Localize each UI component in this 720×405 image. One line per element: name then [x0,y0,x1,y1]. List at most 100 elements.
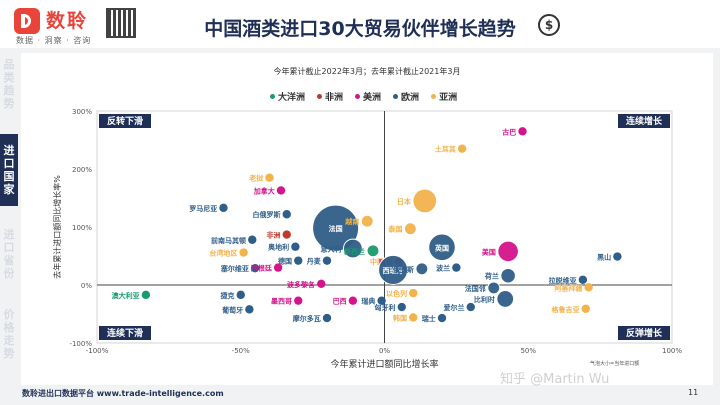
point-label: 泰国 [387,225,402,234]
point-label: 古巴 [502,127,516,136]
point-label: 法国 [329,224,343,233]
point-label: 丹麦 [306,257,322,266]
header-bar: 数聆 数据 · 洞察 · 咨询 中国酒类进口30大贸易伙伴增长趋势 $ [0,0,720,48]
point-土耳其 [457,144,467,153]
point-label: 非洲 [267,231,281,240]
point-label: 罗马尼亚 [189,204,217,213]
point-日本 [412,188,438,214]
point-label: 新西兰 [344,247,365,256]
point-奥地利 [291,242,300,251]
point-比利时 [496,290,515,308]
point-老挝 [265,173,274,182]
point-爱尔兰 [466,302,475,312]
point-波多黎各 [317,279,326,289]
brand-name: 数聆 [46,10,89,32]
legend-swatch [317,94,323,99]
point-label: 韩国 [393,313,407,322]
page-number: 11 [688,388,699,397]
point-label: 波兰 [436,264,450,273]
legend-label: 亚洲 [439,93,458,103]
point-阿根廷 [273,263,283,272]
point-新西兰 [366,244,380,258]
point-丹麦 [322,256,332,265]
point-label: 美国 [482,247,496,256]
y-tick-label: 100% [72,224,92,232]
quadrant-label-top-left: 反转下滑 [107,115,143,127]
point-前南马其顿 [248,235,257,244]
point-荷兰 [500,267,516,284]
point-韩国 [409,313,418,322]
y-tick-label: 200% [72,166,92,174]
nav-item-import-province[interactable]: 进口省份 [3,228,15,280]
point-label: 匈牙利 [374,303,396,312]
quadrant-label-bottom-left: 连续下滑 [107,327,143,339]
point-label: 塞尔维亚 [221,264,249,273]
point-台湾地区 [239,248,248,257]
quadrant-label-top-right: 连续增长 [626,115,663,127]
point-label: 奥地利 [268,243,289,252]
legend-label: 大洋洲 [278,93,306,103]
point-label: 老挝 [248,174,264,183]
point-label: 格鲁吉亚 [552,305,580,314]
side-nav: 品类趋势 进口国家 进口省份 价格走势 [0,58,18,388]
point-瑞典 [377,296,386,305]
point-label: 阿根廷 [251,264,273,273]
quadrant-label-bg [99,326,151,340]
bubble-size-note: 气泡大小=当年进口额 [590,361,640,367]
point-label: 瑞典 [361,297,375,306]
footer-platform[interactable]: 数聆进出口数据平台 www.trade-intelligence.com [22,389,224,398]
point-label: 拉脱维亚 [549,276,577,285]
page-title: 中国酒类进口30大贸易伙伴增长趋势 [204,18,516,40]
point-label: 意大利 [320,244,341,253]
point-匈牙利 [397,302,406,312]
data-points: 古巴土耳其日本 老挝加拿大罗马尼亚白俄罗斯法国越南泰国非洲前南马其顿奥地利 意大利新… [112,127,622,323]
legend-swatch [270,94,275,99]
watermark: 知乎 @Martin Wu [500,372,610,387]
point-label: 台湾地区 [209,249,237,258]
point-意大利 [342,238,363,259]
point-label: 墨西哥 [271,297,292,306]
chart-legend: 大洋洲 非洲 美洲 欧洲 亚洲 [270,90,457,103]
point-label: 英国 [434,243,449,252]
point-古巴 [518,127,527,136]
trade-icon: $ [538,14,560,36]
point-label: 摩尔多瓦 [292,314,321,323]
point-label: 以色列 [386,289,407,298]
point-label: 越南 [344,217,359,226]
point-越南 [360,214,374,228]
qr-code-icon [106,8,136,38]
point-泰国 [403,222,417,236]
legend-swatch [393,94,399,99]
nav-item-price-trend[interactable]: 价格走势 [3,308,15,360]
point-label: 比利时 [474,295,495,304]
brand-tagline: 数据 · 洞察 · 咨询 [16,36,92,45]
x-tick-label: -50% [232,347,250,355]
nav-item-import-country[interactable]: 进口国家 [0,134,18,206]
point-罗马尼亚 [219,203,228,213]
nav-item-category-trend[interactable]: 品类趋势 [3,58,15,110]
point-label: 爱尔兰 [444,303,465,312]
point-加拿大 [276,186,286,195]
plot-axes: -100% -50% 0% 50% 100% -100% 0% 100% 200% 300% 今年累… [52,108,682,370]
point-label: 日本 [397,197,411,206]
point-label: 波多黎各 [287,280,316,289]
legend-item-asia: 亚洲 [431,90,457,103]
legend-item-africa: 非洲 [317,90,343,103]
y-tick-label: 300% [72,108,92,116]
point-label: 土耳其 [435,145,456,154]
point-法国邻 [487,281,501,295]
point-label: 前南马其顿 [211,236,246,245]
legend-item-europe: 欧洲 [393,90,419,103]
x-tick-label: 0% [379,347,390,355]
point-巴西 [348,296,358,305]
point-label: 捷克 [221,291,235,300]
legend-label: 非洲 [325,93,344,103]
y-tick-label: 0% [81,282,92,290]
x-tick-label: -100% [86,347,109,355]
point-label: 俄罗斯 [392,265,414,274]
point-塞尔维亚 [250,263,260,273]
point-捷克 [236,290,245,300]
point-白俄罗斯 [282,210,291,219]
